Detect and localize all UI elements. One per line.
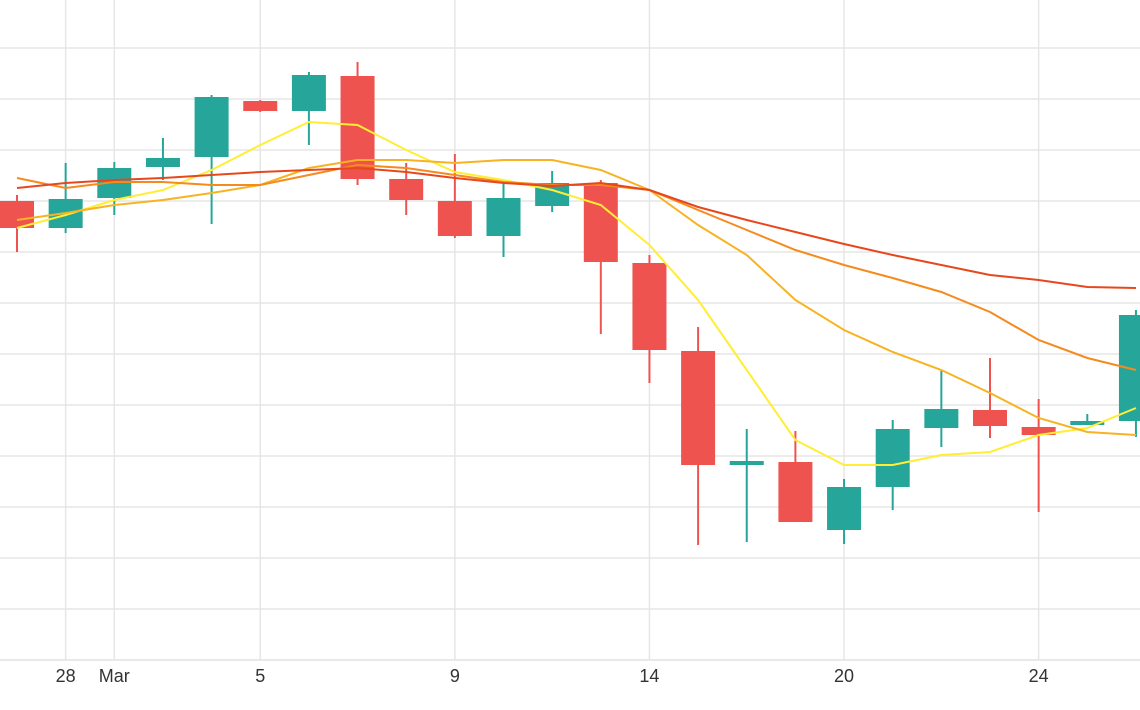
candle-body [0, 201, 34, 228]
candle-body [194, 97, 229, 157]
candle-body [243, 101, 278, 111]
x-tick-label: 9 [450, 666, 460, 686]
candle-body [729, 461, 764, 465]
candle-body [924, 409, 959, 428]
candle-body [291, 75, 326, 111]
candle-body [632, 263, 667, 350]
candle-body [389, 179, 424, 200]
candle-body [681, 351, 716, 465]
candle-body [827, 487, 862, 530]
candle-body [583, 183, 618, 262]
x-tick-label: 28 [56, 666, 76, 686]
candle-body [778, 462, 813, 522]
candle-body [145, 158, 180, 167]
candle-body [1070, 421, 1105, 425]
moving-average-line [16, 166, 1136, 289]
candle-body [875, 429, 910, 487]
candle-body [486, 198, 521, 236]
x-tick-label: 5 [255, 666, 265, 686]
x-tick-label: 14 [639, 666, 659, 686]
x-tick-label: 24 [1029, 666, 1049, 686]
moving-average-line [16, 159, 1137, 436]
candle-body [973, 410, 1007, 426]
candle-body [340, 76, 375, 179]
candle-body [437, 201, 472, 236]
x-tick-label: Mar [99, 666, 130, 686]
candle-body [1021, 427, 1056, 435]
x-tick-label: 20 [834, 666, 854, 686]
moving-average-line [16, 163, 1137, 371]
moving-average-line [16, 120, 1137, 466]
